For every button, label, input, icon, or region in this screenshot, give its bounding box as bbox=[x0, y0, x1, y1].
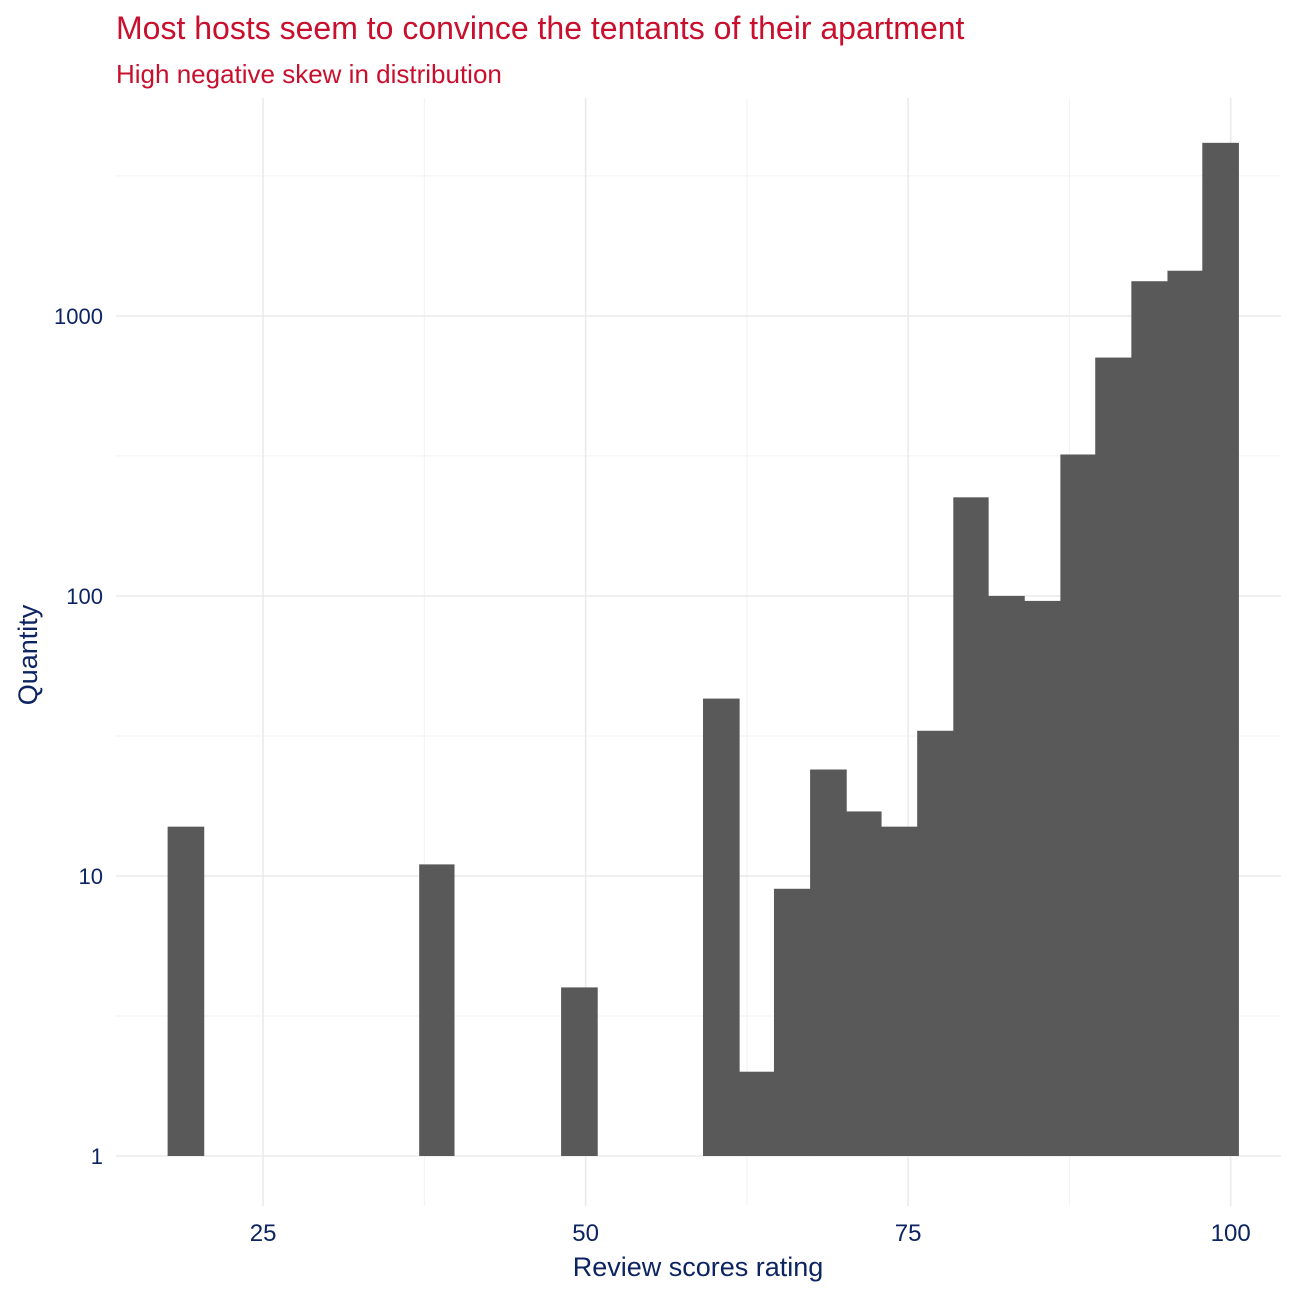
x-tick-label: 75 bbox=[895, 1220, 922, 1247]
histogram-bar bbox=[881, 826, 918, 1156]
histogram-bar bbox=[846, 811, 882, 1156]
histogram-bar bbox=[917, 730, 954, 1156]
histogram-bar bbox=[1024, 600, 1061, 1156]
histogram-bar bbox=[1167, 270, 1203, 1156]
histogram-bar bbox=[703, 698, 740, 1156]
chart-subtitle: High negative skew in distribution bbox=[116, 59, 502, 89]
histogram-bar bbox=[1202, 142, 1239, 1156]
y-tick-label: 1000 bbox=[54, 304, 103, 329]
histogram-bar bbox=[953, 497, 989, 1156]
y-tick-label: 100 bbox=[66, 584, 103, 609]
y-tick-label: 10 bbox=[79, 864, 103, 889]
histogram-bar bbox=[561, 987, 598, 1156]
histogram-bar bbox=[167, 826, 205, 1156]
x-axis-title: Review scores rating bbox=[573, 1252, 824, 1282]
y-tick-label: 1 bbox=[91, 1144, 103, 1169]
x-tick-label: 25 bbox=[250, 1220, 277, 1247]
histogram-bar bbox=[988, 595, 1025, 1156]
x-axis-ticks: 25 50 75 100 bbox=[250, 1220, 1251, 1247]
histogram-bar bbox=[1131, 281, 1168, 1157]
chart-title: Most hosts seem to convince the tentants… bbox=[116, 10, 965, 46]
histogram-bar bbox=[810, 769, 847, 1156]
x-tick-label: 100 bbox=[1211, 1220, 1251, 1247]
x-tick-label: 50 bbox=[572, 1220, 599, 1247]
histogram-bar bbox=[773, 888, 811, 1156]
histogram-bar bbox=[1095, 357, 1132, 1157]
histogram-bar bbox=[419, 864, 455, 1156]
y-axis-ticks: 1 10 100 1000 bbox=[54, 304, 103, 1169]
histogram-bar bbox=[1060, 454, 1096, 1157]
histogram-bars bbox=[167, 142, 1239, 1157]
y-axis-title: Quantity bbox=[13, 604, 43, 705]
histogram-bar bbox=[739, 1071, 775, 1156]
